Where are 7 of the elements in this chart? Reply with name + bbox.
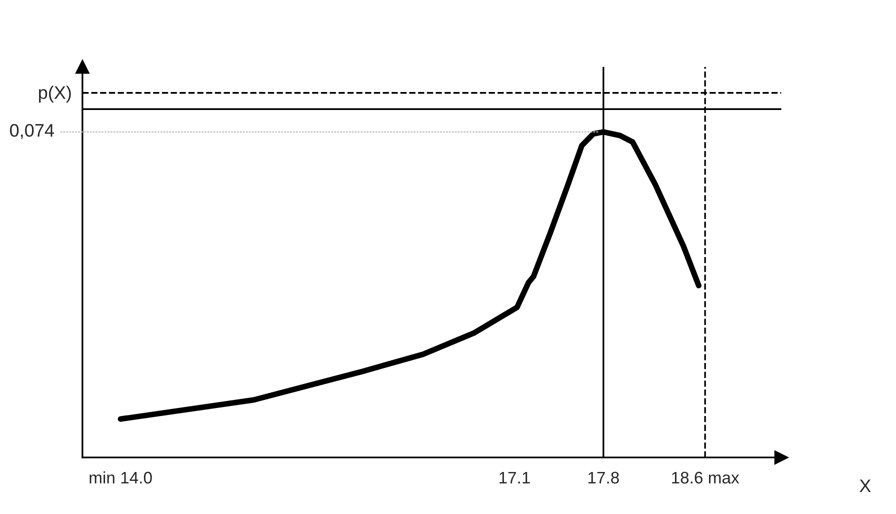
x-tick-label: 18.6 max (672, 472, 740, 484)
x-axis-title: X (860, 480, 871, 492)
x-tick-label: 17.8 (588, 472, 619, 484)
annotation: 0,074 (10, 124, 54, 139)
x-tick-label: 17.1 (500, 472, 530, 484)
y-axis-title: p(X) (39, 86, 71, 103)
x-tick-label: min 14.0 (90, 471, 152, 484)
